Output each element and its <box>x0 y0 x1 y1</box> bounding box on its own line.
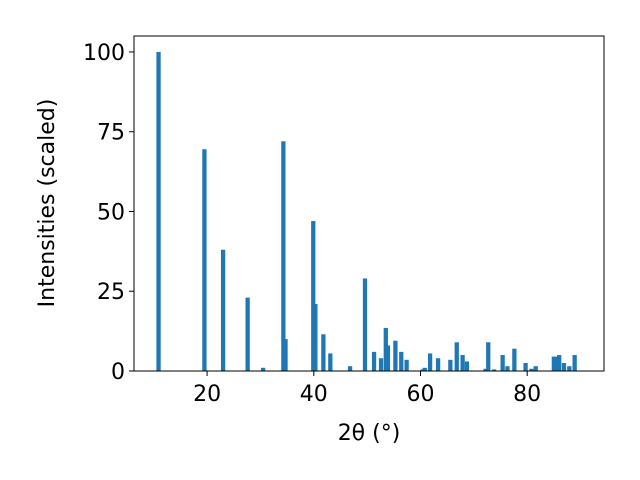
bar <box>321 334 326 371</box>
bar <box>523 363 528 371</box>
x-tick-label: 60 <box>406 382 434 407</box>
bar <box>533 366 538 371</box>
bar <box>460 355 465 371</box>
bar <box>435 358 441 371</box>
bar <box>220 249 226 371</box>
bar <box>202 149 207 371</box>
y-tick-label: 50 <box>97 200 125 225</box>
bar <box>399 351 404 371</box>
x-tick-label: 40 <box>300 382 328 407</box>
bar <box>561 363 567 371</box>
bar <box>529 368 534 371</box>
bar <box>427 353 433 371</box>
bar <box>281 141 286 371</box>
y-axis-ticks: 0 25 50 75 100 <box>83 41 134 385</box>
bar <box>572 355 577 371</box>
bar <box>156 51 161 371</box>
x-tick-label: 80 <box>513 382 541 407</box>
bar <box>505 366 510 371</box>
y-tick-label: 75 <box>97 121 125 146</box>
bar <box>486 342 491 371</box>
y-tick-label: 25 <box>97 280 125 305</box>
bar <box>512 348 517 371</box>
bar <box>362 278 368 371</box>
y-axis-label: Intensities (scaled) <box>35 99 60 308</box>
bar <box>448 359 453 371</box>
bar <box>328 353 333 371</box>
bar <box>491 369 497 371</box>
bar <box>347 366 353 371</box>
x-tick-label: 20 <box>193 382 221 407</box>
bar <box>260 367 266 371</box>
bar <box>454 342 459 371</box>
bar <box>404 359 409 371</box>
bar <box>371 351 377 371</box>
bar <box>420 369 425 371</box>
bar <box>313 304 318 371</box>
plot-frame <box>133 35 605 372</box>
y-tick-label: 100 <box>83 41 125 66</box>
bar <box>464 361 470 371</box>
bar <box>567 366 572 371</box>
bar <box>385 345 391 371</box>
x-axis-label: 2θ (°) <box>338 421 401 446</box>
bar <box>422 367 427 371</box>
bar <box>378 358 384 371</box>
x-axis-ticks: 20 40 60 80 <box>193 371 541 407</box>
bar <box>245 297 250 371</box>
bar <box>557 355 562 371</box>
bar <box>551 356 556 371</box>
bar <box>483 368 488 371</box>
bar <box>500 355 505 371</box>
bars-group <box>156 51 577 371</box>
bar <box>283 339 288 371</box>
y-tick-label: 0 <box>111 360 125 385</box>
bar <box>311 221 316 371</box>
bar <box>393 340 398 371</box>
plot-area <box>134 36 604 371</box>
